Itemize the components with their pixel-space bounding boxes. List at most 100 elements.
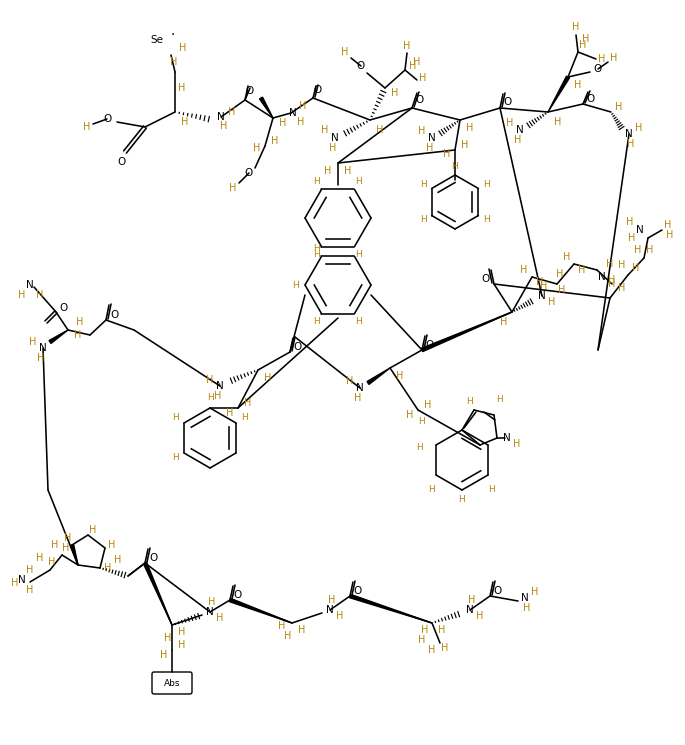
Polygon shape <box>349 595 432 623</box>
Text: H: H <box>667 230 673 240</box>
Text: H: H <box>29 337 37 347</box>
Text: H: H <box>18 290 26 300</box>
Text: H: H <box>632 263 640 273</box>
Text: H: H <box>664 220 672 230</box>
Text: H: H <box>416 443 423 452</box>
Text: H: H <box>619 283 625 293</box>
Text: O: O <box>594 64 602 74</box>
Text: O: O <box>110 310 118 320</box>
Text: H: H <box>500 317 508 327</box>
Text: H: H <box>536 277 544 287</box>
Text: H: H <box>354 393 362 403</box>
Text: H: H <box>376 125 384 135</box>
Text: H: H <box>419 417 425 426</box>
Text: H: H <box>178 640 186 650</box>
Text: H: H <box>397 371 403 381</box>
FancyBboxPatch shape <box>152 672 192 694</box>
Text: H: H <box>178 627 186 637</box>
Text: H: H <box>627 139 635 149</box>
Text: H: H <box>554 117 562 127</box>
Text: H: H <box>580 40 586 50</box>
Text: N: N <box>625 129 633 139</box>
Text: H: H <box>297 117 305 127</box>
Text: H: H <box>336 611 344 621</box>
Text: H: H <box>329 143 337 153</box>
Text: H: H <box>428 645 436 655</box>
Text: H: H <box>178 83 186 93</box>
Text: H: H <box>328 595 336 605</box>
Text: O: O <box>354 586 362 596</box>
Text: O: O <box>294 342 302 352</box>
Text: H: H <box>438 625 446 635</box>
Text: H: H <box>89 525 97 535</box>
Text: H: H <box>419 635 425 645</box>
Text: H: H <box>226 408 234 418</box>
Text: O: O <box>494 586 502 596</box>
Text: H: H <box>214 391 222 401</box>
Text: H: H <box>606 259 614 269</box>
Text: H: H <box>160 650 168 660</box>
Text: H: H <box>628 233 636 243</box>
Text: H: H <box>356 317 362 326</box>
Text: O: O <box>416 95 424 105</box>
Text: H: H <box>406 410 414 420</box>
Text: H: H <box>36 553 44 563</box>
Text: O: O <box>314 85 322 95</box>
Text: N: N <box>356 383 364 393</box>
Polygon shape <box>367 368 390 384</box>
Text: N: N <box>26 280 34 290</box>
Text: ·: · <box>171 28 175 42</box>
Polygon shape <box>229 598 292 623</box>
Text: N: N <box>206 607 214 617</box>
Text: H: H <box>207 393 213 402</box>
Text: H: H <box>314 177 321 186</box>
Text: H: H <box>558 285 566 295</box>
Text: O: O <box>117 157 125 167</box>
Text: H: H <box>647 245 653 255</box>
Text: H: H <box>26 585 34 595</box>
Text: H: H <box>574 80 582 90</box>
Text: H: H <box>49 557 55 567</box>
Text: H: H <box>314 250 321 259</box>
Text: H: H <box>62 543 70 553</box>
Text: H: H <box>513 439 521 449</box>
Text: N: N <box>538 291 546 301</box>
Text: N: N <box>503 433 511 443</box>
Text: H: H <box>476 611 484 621</box>
Text: H: H <box>608 279 616 289</box>
Text: H: H <box>610 53 618 63</box>
Text: H: H <box>264 373 272 383</box>
Text: H: H <box>488 486 495 495</box>
Text: N: N <box>521 593 529 603</box>
Text: N: N <box>331 133 339 143</box>
Text: H: H <box>563 252 571 262</box>
Text: H: H <box>572 22 580 32</box>
Text: H: H <box>540 281 548 291</box>
Polygon shape <box>260 97 273 118</box>
Text: O: O <box>426 340 434 350</box>
Text: H: H <box>635 123 643 133</box>
Text: H: H <box>356 250 362 259</box>
Text: H: H <box>441 643 449 653</box>
Text: H: H <box>466 398 473 407</box>
Text: H: H <box>506 118 514 128</box>
Text: H: H <box>84 122 90 132</box>
Text: O: O <box>245 168 253 178</box>
Text: H: H <box>321 125 329 135</box>
Text: N: N <box>18 575 26 585</box>
Text: O: O <box>357 61 365 71</box>
Text: H: H <box>314 317 321 326</box>
Text: H: H <box>36 290 44 300</box>
Text: H: H <box>292 281 299 290</box>
Text: H: H <box>578 265 586 275</box>
Text: H: H <box>548 297 556 307</box>
Text: H: H <box>74 330 82 340</box>
Text: H: H <box>314 244 321 253</box>
Text: H: H <box>419 73 427 83</box>
Text: H: H <box>298 625 306 635</box>
Text: O: O <box>103 114 111 124</box>
Text: Se: Se <box>151 35 164 45</box>
Text: H: H <box>172 413 179 422</box>
Text: H: H <box>483 180 490 188</box>
Text: H: H <box>451 162 458 171</box>
